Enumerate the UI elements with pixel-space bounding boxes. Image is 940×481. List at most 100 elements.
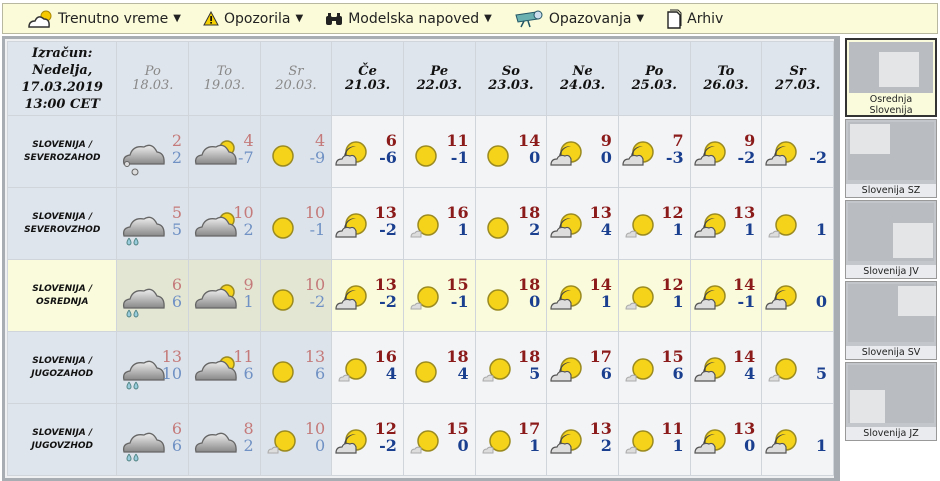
nav-label: Modelska napoved [348, 10, 480, 27]
forecast-cell[interactable]: 11 1 [617, 403, 691, 476]
region-country: SLOVENIJA / [32, 355, 93, 366]
forecast-cell[interactable]: 14 0 [474, 115, 548, 188]
day-name: Ne [572, 63, 593, 79]
forecast-cell[interactable]: 15 6 [617, 331, 691, 404]
forecast-cell[interactable]: 13 10 [116, 331, 190, 404]
forecast-cell[interactable]: 16 1 [402, 187, 476, 260]
forecast-cell[interactable]: 18 0 [474, 259, 548, 332]
max-temp: 4 [315, 131, 326, 150]
region-map [849, 42, 933, 100]
forecast-cell[interactable]: 7 -3 [617, 115, 691, 188]
max-temp: 16 [446, 203, 469, 222]
nav-arhiv[interactable]: Arhiv [666, 9, 723, 29]
nav-label: Arhiv [687, 10, 724, 27]
forecast-cell[interactable]: 13 1 [689, 187, 763, 260]
forecast-cell[interactable]: 13 0 [689, 403, 763, 476]
forecast-cell[interactable]: 18 4 [402, 331, 476, 404]
region-country: SLOVENIJA / [32, 427, 93, 438]
forecast-cell[interactable]: 13 6 [259, 331, 333, 404]
forecast-cell[interactable]: 6 -6 [331, 115, 404, 188]
sun-icon [478, 278, 526, 324]
region-label[interactable]: SLOVENIJA / JUGOZAHOD [6, 331, 118, 404]
region-map [848, 284, 936, 342]
min-temp: 10 [161, 364, 183, 383]
min-temp: 6 [315, 364, 326, 383]
forecast-cell[interactable]: 14 1 [546, 259, 619, 332]
forecast-cell[interactable]: 15 -1 [402, 259, 476, 332]
forecast-cell[interactable]: 14 4 [689, 331, 763, 404]
caret-down-icon: ▼ [636, 13, 645, 24]
forecast-cell[interactable]: 5 [761, 331, 834, 404]
max-temp: 16 [374, 347, 397, 366]
partly-cloudy-icon [693, 206, 741, 252]
forecast-cell[interactable]: 10 2 [188, 187, 261, 260]
region-label[interactable]: SLOVENIJA / SEVEROZAHOD [6, 115, 118, 188]
region-thumb[interactable]: Slovenija SV [845, 281, 937, 360]
forecast-cell[interactable]: 1 [761, 403, 834, 476]
min-temp: 0 [457, 436, 469, 455]
mostly-sunny-icon [406, 422, 454, 468]
region-thumb[interactable]: Slovenija JV [845, 200, 937, 279]
forecast-cell[interactable]: 14 -1 [689, 259, 763, 332]
forecast-cell[interactable]: 12 1 [617, 187, 691, 260]
nav-modelska-napoved[interactable]: Modelska napoved ▼ [325, 11, 492, 27]
region-label[interactable]: SLOVENIJA / SEVEROVZHOD [6, 187, 118, 260]
max-temp: 8 [243, 419, 254, 438]
region-caption: Slovenija JV [846, 265, 936, 278]
forecast-cell[interactable]: 18 5 [474, 331, 548, 404]
nav-opazovanja[interactable]: Opazovanja ▼ [514, 10, 644, 28]
max-temp: 6 [385, 131, 397, 150]
cloud-snow-icon [119, 134, 167, 180]
forecast-cell[interactable]: 13 2 [546, 403, 619, 476]
forecast-cell[interactable]: 10 -1 [259, 187, 333, 260]
forecast-cell[interactable]: 17 6 [546, 331, 619, 404]
region-thumb[interactable]: Osrednja Slovenija [845, 38, 937, 117]
partly-cloudy-icon [549, 134, 597, 180]
region-label[interactable]: SLOVENIJA / JUGOVZHOD [6, 403, 118, 476]
region-thumb[interactable]: Slovenija SZ [845, 119, 937, 198]
region-caption: Slovenija JZ [846, 427, 936, 440]
region-row: SLOVENIJA / OSREDNJA 6 6 9 1 10 -2 13 -2 15 -1 18 0 14… [6, 259, 834, 332]
forecast-cell[interactable]: 18 2 [474, 187, 548, 260]
region-thumb[interactable]: Slovenija JZ [845, 362, 937, 441]
min-temp: 1 [672, 292, 684, 311]
forecast-cell[interactable]: 12 -2 [331, 403, 404, 476]
forecast-cell[interactable]: 1 [761, 187, 834, 260]
forecast-cell[interactable]: 11 -1 [402, 115, 476, 188]
forecast-cell[interactable]: -2 [761, 115, 834, 188]
nav-opozorila[interactable]: Opozorila ▼ [203, 11, 303, 27]
forecast-cell[interactable]: 13 -2 [331, 259, 404, 332]
forecast-cell[interactable]: 13 -2 [331, 187, 404, 260]
region-name: JUGOVZHOD [31, 440, 93, 451]
min-temp: 1 [815, 220, 827, 239]
forecast-cell[interactable]: 0 [761, 259, 834, 332]
sun-icon [263, 134, 311, 180]
forecast-cell[interactable]: 10 0 [259, 403, 333, 476]
forecast-cell[interactable]: 10 -2 [259, 259, 333, 332]
partly-cloudy-icon [334, 206, 382, 252]
region-label[interactable]: SLOVENIJA / OSREDNJA [6, 259, 118, 332]
nav-trenutno-vreme[interactable]: Trenutno vreme ▼ [27, 9, 181, 29]
forecast-cell[interactable]: 11 6 [188, 331, 261, 404]
forecast-cell[interactable]: 4 -7 [188, 115, 261, 188]
caret-down-icon: ▼ [484, 13, 492, 24]
forecast-cell[interactable]: 13 4 [546, 187, 619, 260]
forecast-cell[interactable]: 16 4 [331, 331, 404, 404]
forecast-cell[interactable]: 17 1 [474, 403, 548, 476]
forecast-cell[interactable]: 15 0 [402, 403, 476, 476]
min-temp: 1 [672, 220, 684, 239]
forecast-cell[interactable]: 9 -2 [689, 115, 763, 188]
forecast-cell[interactable]: 12 1 [617, 259, 691, 332]
min-temp: 2 [171, 148, 183, 167]
region-country: SLOVENIJA / [32, 139, 93, 150]
calc-time: 13:00 CET [24, 96, 100, 112]
forecast-cell[interactable]: 4 -9 [259, 115, 333, 188]
max-temp: 12 [661, 203, 684, 222]
